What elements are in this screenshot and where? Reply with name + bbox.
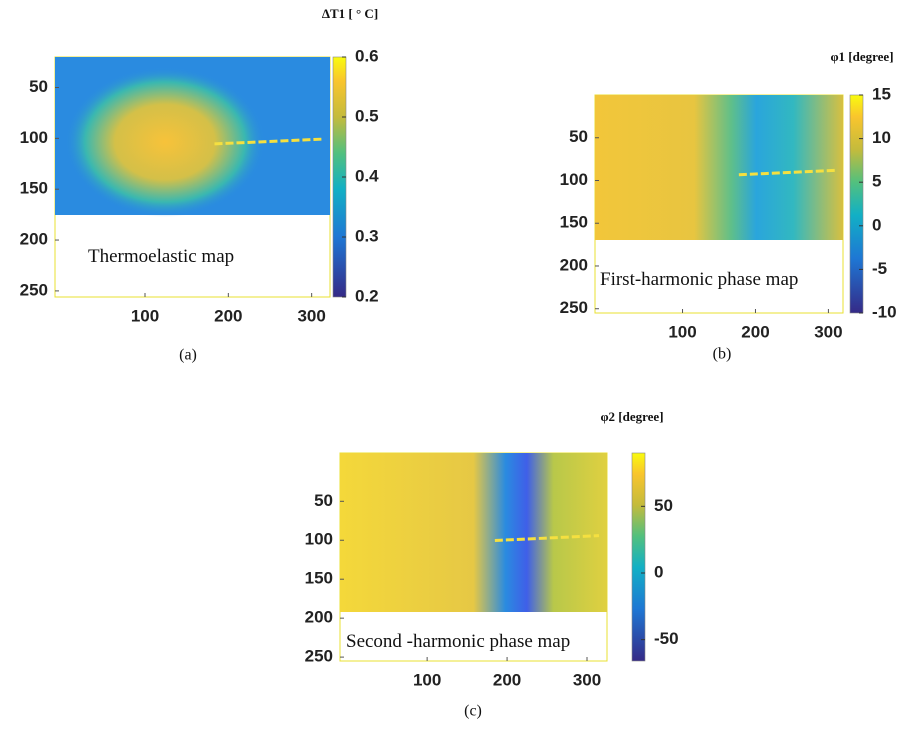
heatmap-hotspot (65, 67, 265, 217)
colorbar (849, 94, 864, 314)
y-tick-label: 250 (305, 647, 333, 666)
caption: (a) (179, 347, 197, 364)
x-tick-label: 300 (573, 670, 601, 689)
heatmap-image (595, 95, 843, 240)
y-tick-label: 250 (20, 280, 48, 299)
crack-line (738, 168, 836, 177)
colorbar-tick-label: 15 (872, 84, 891, 103)
colorbar-tick-label: -50 (654, 629, 679, 648)
heatmap-image (340, 453, 607, 612)
colorbar-tick-label: -5 (872, 259, 887, 278)
panel: Thermoelastic map 100 200 300 50 100 150 200 250… (20, 6, 380, 364)
colorbar-title: φ2 [degree] (600, 409, 663, 424)
y-tick-label: 50 (569, 127, 588, 146)
y-tick-label: 50 (29, 77, 48, 96)
colorbar-title: φ1 [degree] (830, 49, 893, 64)
x-tick-label: 200 (214, 306, 242, 325)
crack-line (494, 534, 600, 542)
colorbar-tick-label: 0 (654, 562, 663, 581)
annotation: First-harmonic phase map (600, 269, 799, 290)
caption: (c) (464, 703, 482, 720)
y-tick-label: 100 (305, 530, 333, 549)
y-tick-label: 150 (305, 569, 333, 588)
colorbar-tick-label: 0.4 (355, 166, 379, 185)
annotation-text: First-harmonic phase map (600, 269, 799, 290)
colorbar-tick-label: 50 (654, 496, 673, 515)
annotation-text: Second -harmonic phase map (346, 631, 571, 652)
y-tick-label: 50 (314, 491, 333, 510)
y-tick-label: 250 (560, 298, 588, 317)
colorbar-tick-label: 10 (872, 128, 891, 147)
panel: Second -harmonic phase map 100 200 300 50 100… (305, 409, 679, 720)
y-tick-label: 150 (560, 213, 588, 232)
x-tick-label: 300 (814, 322, 842, 341)
colorbar-tick-label: 0.5 (355, 106, 379, 125)
colorbar-tick-label: 0.3 (355, 226, 379, 245)
caption: (b) (713, 346, 732, 363)
crack-line (214, 137, 323, 146)
y-tick-label: 200 (305, 608, 333, 627)
colorbar-title: ΔT1 [ ° C] (322, 6, 378, 21)
annotation: Thermoelastic map (88, 246, 235, 267)
colorbar (631, 452, 646, 662)
y-tick-label: 200 (20, 230, 48, 249)
colorbar-tick-label: 5 (872, 172, 881, 191)
x-tick-label: 200 (741, 322, 769, 341)
x-tick-label: 100 (668, 322, 696, 341)
colorbar-tick-label: 0.2 (355, 286, 379, 305)
colorbar-tick-label: -10 (872, 302, 897, 321)
x-tick-label: 100 (131, 306, 159, 325)
y-tick-label: 200 (560, 255, 588, 274)
annotation-text: Thermoelastic map (88, 246, 235, 267)
x-tick-label: 100 (413, 670, 441, 689)
colorbar-tick-label: 0.6 (355, 46, 379, 65)
y-tick-label: 150 (20, 179, 48, 198)
x-tick-label: 300 (297, 306, 325, 325)
annotation: Second -harmonic phase map (346, 631, 571, 652)
x-tick-label: 200 (493, 670, 521, 689)
y-tick-label: 100 (560, 170, 588, 189)
colorbar-tick-label: 0 (872, 215, 881, 234)
y-tick-label: 100 (20, 128, 48, 147)
